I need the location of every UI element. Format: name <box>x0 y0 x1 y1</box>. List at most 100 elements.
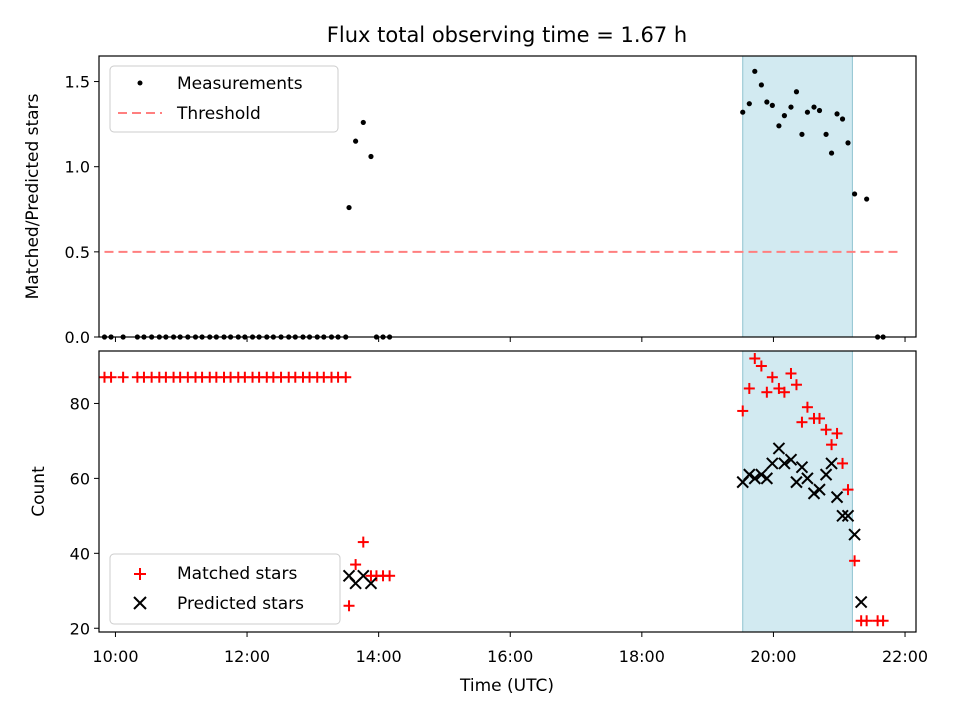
bottom-y-axis-label: Count <box>29 466 49 517</box>
measurement-point <box>839 116 846 122</box>
measurement-point <box>799 131 805 137</box>
bottom-panel: 20 40 60 80 10:00 12:00 14:00 16:00 18:00 20:00 2… <box>29 350 928 696</box>
matched-star-marker <box>849 555 861 567</box>
predicted-star-markers <box>342 442 868 609</box>
bottom-y-tick-label: 20 <box>70 619 90 638</box>
matched-star-marker <box>842 484 854 496</box>
matched-star-marker <box>357 536 369 548</box>
matched-star-marker <box>117 371 129 383</box>
predicted-star-marker <box>755 468 768 481</box>
matched-star-marker <box>350 559 362 571</box>
top-y-axis-label: Matched/Predicted stars <box>23 93 43 299</box>
measurement-point <box>828 150 835 156</box>
matched-star-marker <box>826 439 838 451</box>
measurement-point <box>804 109 811 115</box>
predicted-star-marker <box>364 577 378 590</box>
predicted-star-marker <box>743 468 756 481</box>
predicted-star-marker <box>778 457 791 470</box>
matched-star-marker <box>861 615 873 627</box>
measurement-point <box>776 123 782 129</box>
bottom-x-ticks: 10:00 12:00 14:00 16:00 18:00 20:00 22:00 <box>92 632 928 666</box>
legend-predicted-marker <box>133 596 147 610</box>
bottom-y-tick-label: 60 <box>70 469 90 488</box>
predicted-star-marker <box>784 453 798 466</box>
measurement-point <box>845 140 851 146</box>
top-legend-box <box>109 65 339 133</box>
predicted-star-marker <box>830 490 844 504</box>
predicted-star-marker <box>813 483 826 496</box>
legend-predicted-label: Predicted stars <box>177 594 304 614</box>
matched-star-marker <box>785 367 797 379</box>
measurement-point <box>864 196 870 202</box>
measurement-point <box>851 191 858 197</box>
bottom-y-ticks: 20 40 60 80 <box>70 394 99 638</box>
measurement-point <box>793 89 800 95</box>
measurement-point <box>769 102 775 108</box>
bottom-y-tick-label: 80 <box>70 394 90 413</box>
legend-threshold-label: Threshold <box>176 104 261 124</box>
predicted-star-marker <box>801 472 814 485</box>
bottom-y-tick-label: 40 <box>70 544 90 563</box>
x-tick-label: 12:00 <box>224 647 270 666</box>
predicted-star-marker <box>848 528 861 541</box>
legend-matched-label: Matched stars <box>177 564 297 584</box>
measurement-point <box>834 111 840 117</box>
measurement-point <box>752 68 758 74</box>
x-tick-label: 18:00 <box>619 647 665 666</box>
predicted-star-marker <box>841 509 855 523</box>
matched-star-marker <box>384 570 396 582</box>
top-y-tick-label: 1.0 <box>65 158 90 177</box>
legend-measurements-label: Measurements <box>177 74 303 94</box>
matched-star-marker <box>340 371 352 383</box>
measurement-point <box>368 153 374 160</box>
top-y-ticks: 0.0 0.5 1.0 1.5 <box>65 73 99 347</box>
matched-star-marker <box>831 427 843 439</box>
x-axis-label: Time (UTC) <box>459 676 554 696</box>
measurement-point <box>788 104 794 110</box>
matched-star-marker <box>105 371 117 383</box>
predicted-star-marker <box>748 472 762 485</box>
bottom-legend: Matched stars Predicted stars <box>109 553 341 625</box>
top-axes-frame <box>98 55 917 338</box>
matched-star-marker <box>877 615 889 627</box>
measurement-point <box>781 113 788 119</box>
measurement-point <box>746 101 752 107</box>
predicted-star-marker <box>790 475 803 489</box>
predicted-star-marker <box>766 457 779 470</box>
bottom-legend-box <box>109 553 341 625</box>
x-tick-label: 16:00 <box>487 647 533 666</box>
matched-star-marker <box>796 416 808 428</box>
matched-star-marker <box>801 401 813 413</box>
measurement-point <box>346 204 352 211</box>
matched-star-marker <box>755 360 767 372</box>
x-tick-label: 20:00 <box>750 647 796 666</box>
top-observing-span <box>742 56 853 337</box>
top-shaded-span <box>742 56 853 337</box>
top-legend: Measurements Threshold <box>109 65 339 133</box>
matched-star-marker <box>343 600 355 612</box>
predicted-star-marker <box>825 457 838 470</box>
matched-star-markers <box>98 352 889 627</box>
matched-star-marker <box>813 412 825 424</box>
matched-star-marker <box>761 386 773 398</box>
matched-star-marker <box>766 371 778 383</box>
x-tick-label: 14:00 <box>356 647 402 666</box>
matched-star-marker <box>749 352 761 364</box>
matched-star-marker <box>820 424 832 436</box>
chart-title: Flux total observing time = 1.67 h <box>327 23 687 47</box>
measurement-point <box>740 109 746 115</box>
legend-matched-marker <box>134 568 146 580</box>
measurement-point <box>764 99 770 105</box>
top-panel: 0.0 0.5 1.0 1.5 Matched/Predicted stars Mea… <box>23 55 917 347</box>
bottom-axes-frame <box>98 350 917 633</box>
predicted-star-marker <box>807 487 821 500</box>
measurement-point <box>816 107 823 114</box>
matched-star-marker <box>837 457 849 469</box>
matched-star-marker <box>778 386 790 398</box>
predicted-star-marker <box>795 460 809 474</box>
bottom-observing-span <box>742 351 853 632</box>
measurement-point <box>360 119 366 126</box>
measurement-point <box>758 82 764 88</box>
top-y-tick-label: 0.5 <box>65 243 90 262</box>
